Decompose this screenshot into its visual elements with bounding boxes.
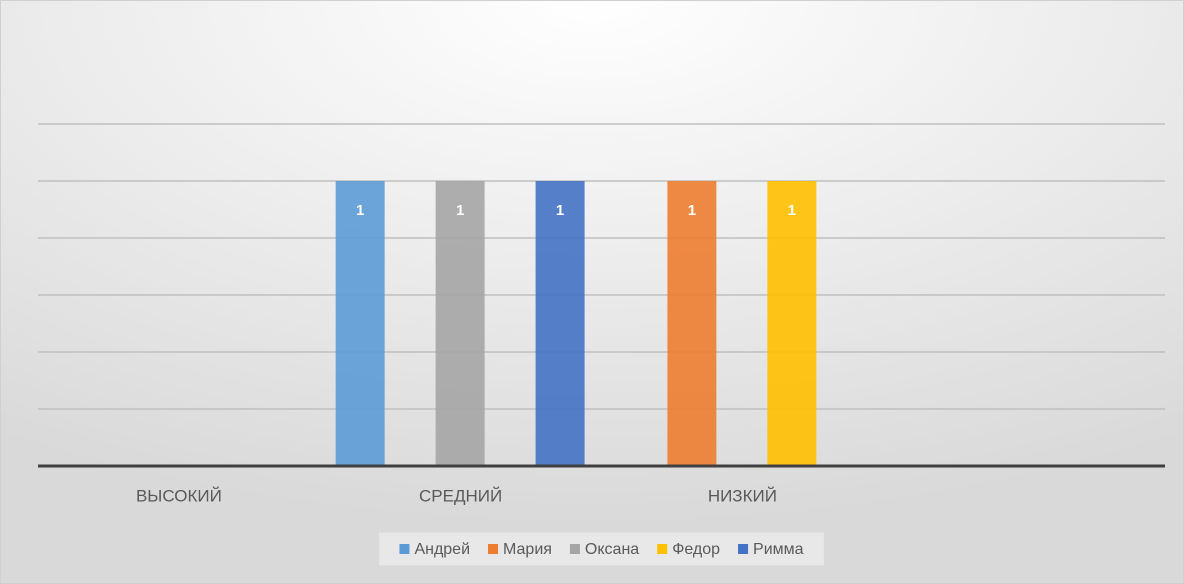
data-label: 1: [688, 202, 696, 219]
x-tick-label: ВЫСОКИЙ: [136, 486, 222, 505]
bar: [335, 181, 385, 466]
legend-swatch: [399, 544, 410, 554]
legend-label: Федор: [672, 541, 720, 558]
bar: [535, 181, 585, 466]
legend-swatch: [569, 544, 580, 554]
data-label: 1: [456, 202, 464, 219]
data-label: 1: [356, 202, 364, 219]
x-tick-label: НИЗКИЙ: [708, 486, 777, 505]
legend-label: Мария: [503, 541, 552, 558]
data-label: 1: [788, 202, 796, 219]
legend-box: [378, 532, 825, 566]
legend-label: Римма: [753, 541, 804, 558]
legend: Андрей Мария Оксана Федор Римма: [378, 532, 825, 566]
legend-swatch: [738, 544, 749, 554]
bar: [767, 181, 817, 466]
legend-swatch: [488, 544, 499, 554]
bar: [667, 181, 717, 466]
x-tick-label: СРЕДНИЙ: [419, 486, 502, 505]
data-label: 1: [556, 202, 564, 219]
bar: [435, 181, 485, 466]
legend-label: Андрей: [414, 541, 470, 558]
legend-swatch: [657, 544, 668, 554]
legend-label: Оксана: [585, 541, 639, 558]
